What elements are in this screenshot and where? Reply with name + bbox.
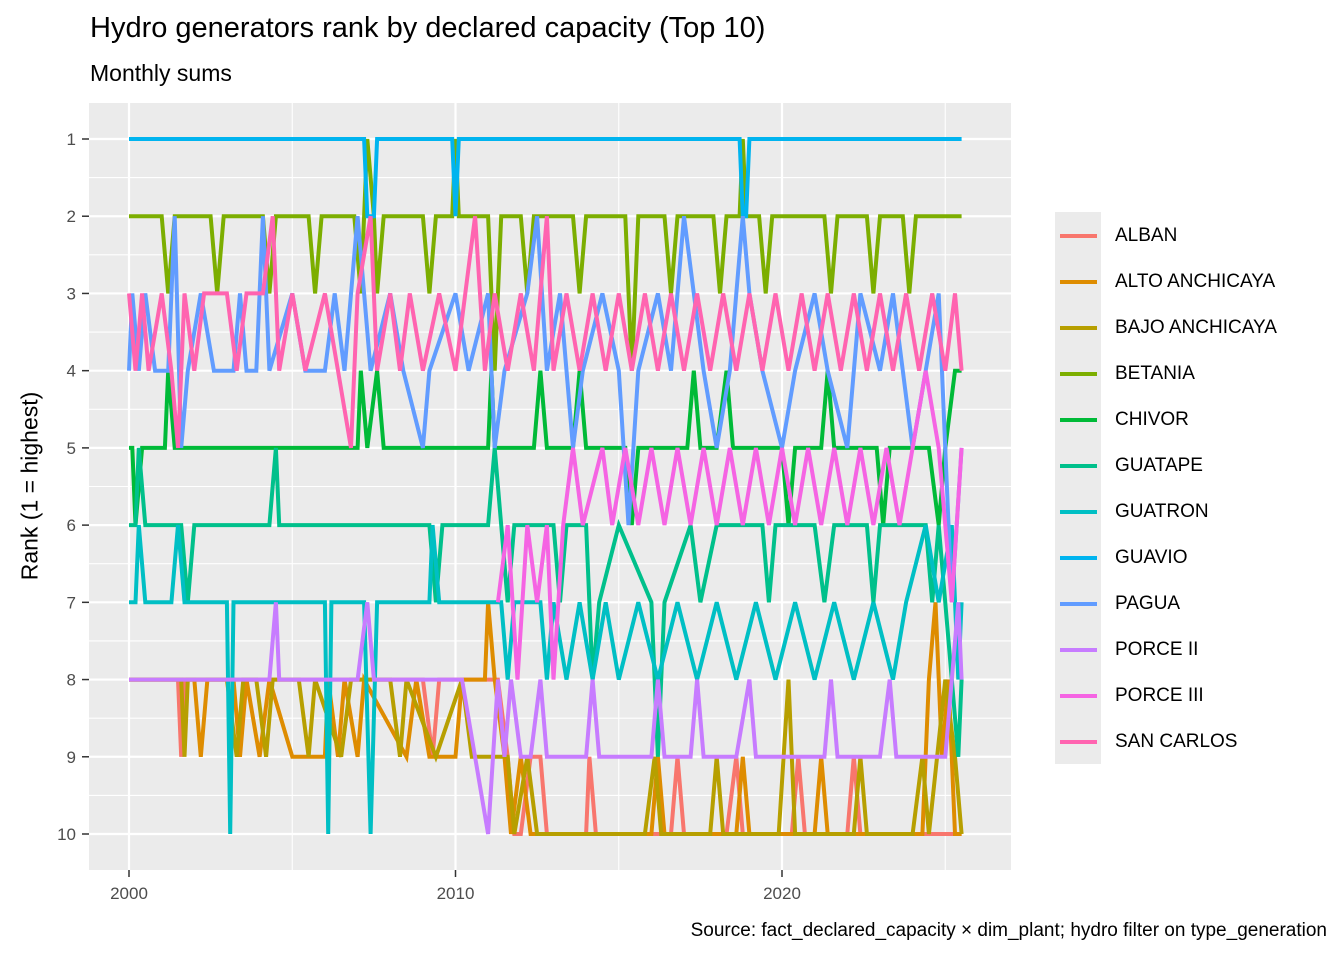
legend-item: ALTO ANCHICAYA <box>1055 259 1275 305</box>
x-tick-label: 2000 <box>110 884 148 903</box>
legend-item: GUATRON <box>1055 489 1209 535</box>
legend-item: BAJO ANCHICAYA <box>1055 305 1277 351</box>
series-line-alto-anchicaya <box>129 602 962 836</box>
legend-item: BETANIA <box>1055 351 1195 397</box>
legend-label: ALTO ANCHICAYA <box>1115 271 1276 292</box>
series-line-guavio <box>129 137 962 219</box>
legend-swatch <box>1059 740 1097 744</box>
y-tick-label: 10 <box>57 825 76 844</box>
chart-title: Hydro generators rank by declared capaci… <box>90 12 766 44</box>
y-tick-label: 5 <box>67 439 76 458</box>
legend-item: PAGUA <box>1055 581 1180 627</box>
legend-swatch <box>1059 234 1097 238</box>
legend-key <box>1055 213 1101 259</box>
legend-key <box>1055 627 1101 673</box>
legend-item: GUAVIO <box>1055 535 1188 581</box>
legend-label: CHIVOR <box>1115 409 1189 430</box>
y-tick-label: 9 <box>67 748 76 767</box>
legend-item: ALBAN <box>1055 213 1177 259</box>
series-layer <box>127 137 964 836</box>
x-tick-label: 2020 <box>763 884 801 903</box>
legend-swatch <box>1059 556 1097 560</box>
legend-label: BETANIA <box>1115 363 1195 384</box>
y-tick-label: 8 <box>67 671 76 690</box>
legend-label: PORCE II <box>1115 639 1199 660</box>
legend-label: PORCE III <box>1115 685 1204 706</box>
legend-label: SAN CARLOS <box>1115 731 1238 752</box>
legend-label: GUATRON <box>1115 501 1209 522</box>
series-line-guatron <box>129 524 964 835</box>
y-tick-label: 2 <box>67 207 76 226</box>
x-tick-label: 2010 <box>437 884 475 903</box>
x-axis: 2000 2010 2020 <box>110 870 801 903</box>
chart-caption: Source: fact_declared_capacity × dim_pla… <box>690 920 1327 941</box>
legend-item: GUATAPE <box>1055 443 1203 489</box>
legend-swatch <box>1059 648 1097 652</box>
y-axis: 1 2 3 4 5 6 7 8 9 10 <box>57 130 89 844</box>
series-line-porce-iii <box>495 370 964 680</box>
legend-swatch <box>1059 418 1097 422</box>
legend-key <box>1055 719 1101 765</box>
series-line-chivor <box>129 368 962 526</box>
legend-swatch <box>1059 372 1097 376</box>
y-tick-label: 1 <box>67 130 76 149</box>
legend-label: GUATAPE <box>1115 455 1203 476</box>
legend-key <box>1055 581 1101 627</box>
series-line-bajo-anchicaya <box>129 677 964 836</box>
legend-swatch <box>1059 602 1097 606</box>
series-line-betania <box>129 138 962 371</box>
y-tick-label: 6 <box>67 516 76 535</box>
legend-key <box>1055 535 1101 581</box>
legend-swatch <box>1059 694 1097 698</box>
legend-item: PORCE II <box>1055 627 1198 673</box>
legend-key <box>1055 443 1101 489</box>
legend-label: GUAVIO <box>1115 547 1188 568</box>
legend-key <box>1055 489 1101 535</box>
y-tick-label: 3 <box>67 284 76 303</box>
legend-swatch <box>1059 280 1097 284</box>
legend-key <box>1055 397 1101 443</box>
legend-item: PORCE III <box>1055 673 1204 719</box>
series-line-porce-ii <box>129 602 964 835</box>
legend-item: CHIVOR <box>1055 397 1189 443</box>
legend-label: PAGUA <box>1115 593 1181 614</box>
legend-label: ALBAN <box>1115 225 1178 246</box>
legend-key <box>1055 305 1101 351</box>
chart-subtitle: Monthly sums <box>90 60 232 86</box>
legend-swatch <box>1059 464 1097 468</box>
series-line-pagua <box>127 215 964 603</box>
series-line-guatape <box>129 447 964 757</box>
legend-label: BAJO ANCHICAYA <box>1115 317 1277 338</box>
series-line-san-carlos <box>127 215 964 449</box>
y-tick-label: 7 <box>67 593 76 612</box>
y-tick-label: 4 <box>67 362 76 381</box>
legend-item: SAN CARLOS <box>1055 719 1237 765</box>
legend-key <box>1055 259 1101 305</box>
legend-key <box>1055 673 1101 719</box>
legend-swatch <box>1059 326 1097 330</box>
legend-swatch <box>1059 510 1097 514</box>
legend-background <box>1055 212 1101 764</box>
legend-key <box>1055 351 1101 397</box>
